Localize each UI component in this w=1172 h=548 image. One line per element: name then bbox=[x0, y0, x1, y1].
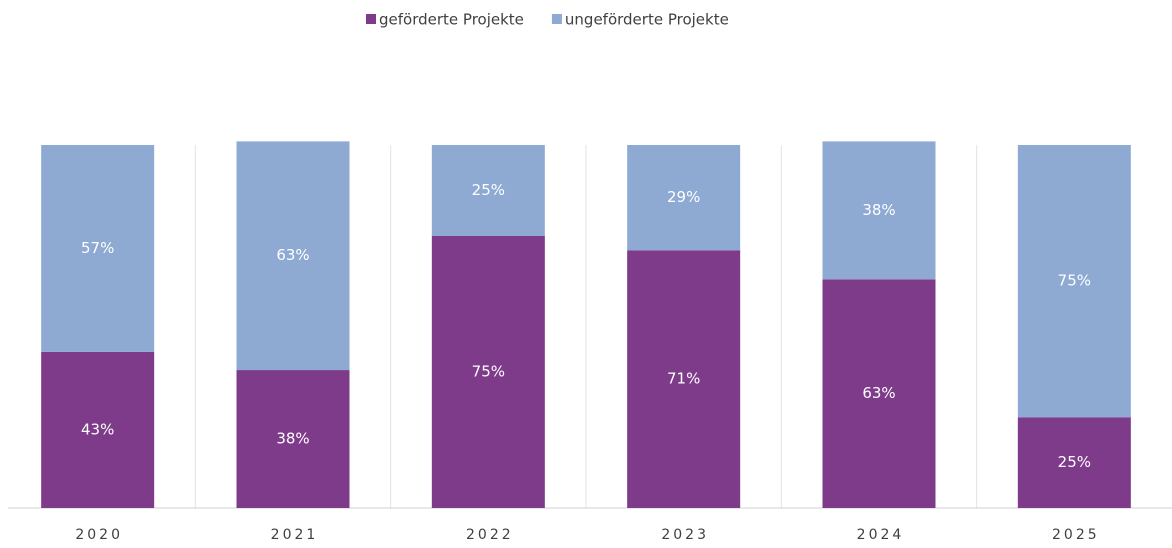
x-tick-label: 2025 bbox=[1052, 527, 1100, 543]
legend-label: geförderte Projekte bbox=[379, 11, 524, 29]
x-tick-label: 2021 bbox=[271, 527, 319, 543]
bar-segment bbox=[41, 145, 155, 352]
bar-segment bbox=[431, 235, 545, 508]
x-tick-label: 2023 bbox=[661, 527, 709, 543]
data-label: 38% bbox=[862, 201, 895, 219]
data-label: 29% bbox=[667, 188, 700, 206]
bar-segment bbox=[627, 250, 741, 508]
x-tick-label: 2022 bbox=[466, 527, 514, 543]
data-label: 75% bbox=[472, 362, 505, 380]
x-tick-label: 2024 bbox=[857, 527, 905, 543]
data-label: 57% bbox=[81, 239, 114, 257]
bar-segment bbox=[1017, 145, 1131, 418]
data-label: 75% bbox=[1058, 272, 1091, 290]
bar-segment bbox=[627, 145, 741, 251]
bar-segment bbox=[236, 370, 350, 508]
bar-segment bbox=[236, 141, 350, 371]
bar-segment bbox=[822, 279, 936, 508]
legend-swatch bbox=[551, 14, 562, 24]
bar-segment bbox=[822, 141, 936, 280]
bar-segment bbox=[431, 145, 545, 236]
data-label: 43% bbox=[81, 420, 114, 438]
data-label: 71% bbox=[667, 370, 700, 388]
data-label: 25% bbox=[1058, 453, 1091, 471]
data-label: 63% bbox=[862, 384, 895, 402]
data-label: 25% bbox=[472, 181, 505, 199]
bar-segment bbox=[41, 351, 155, 508]
legend-label: ungeförderte Projekte bbox=[565, 11, 729, 29]
x-tick-label: 2020 bbox=[75, 527, 123, 543]
legend-swatch bbox=[366, 14, 376, 24]
bar-segment bbox=[1017, 417, 1131, 508]
data-label: 38% bbox=[276, 430, 309, 448]
data-label: 63% bbox=[276, 246, 309, 264]
